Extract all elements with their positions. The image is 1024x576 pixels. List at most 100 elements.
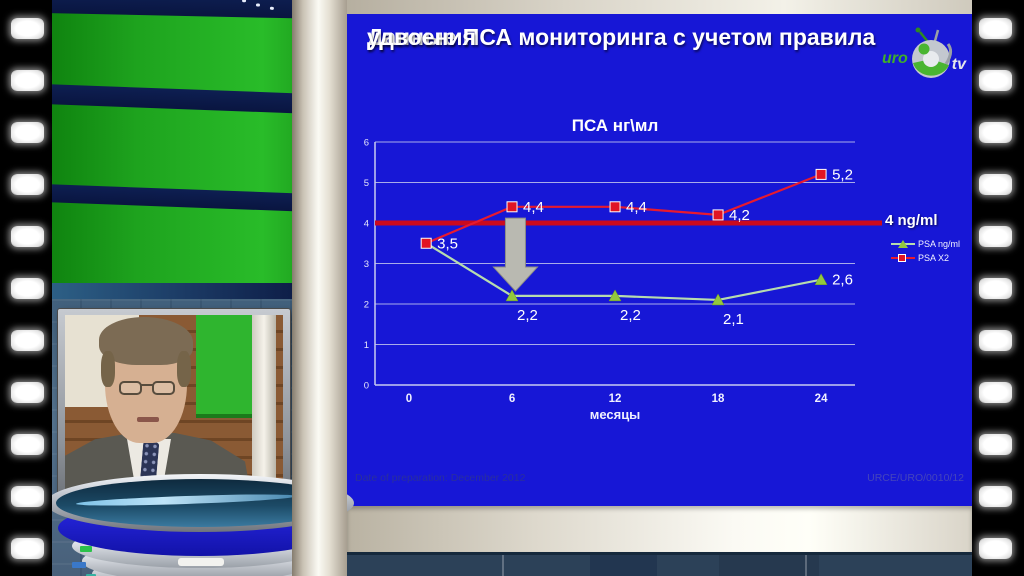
screen-edge-top <box>347 0 972 14</box>
series-line <box>425 242 822 302</box>
filmstrip-left <box>0 0 52 576</box>
speaker-video <box>65 315 283 491</box>
studio-light-dot <box>242 0 247 3</box>
data-label: 4,4 <box>523 199 544 216</box>
floor-shadow <box>719 555 819 576</box>
film-sprocket-hole <box>979 226 1012 247</box>
filmstrip-right <box>972 0 1024 576</box>
legend-item-psa: PSA ng/ml <box>891 237 969 251</box>
presentation-slide: Данные ПСА мониторинга с учетом правила … <box>347 14 972 506</box>
film-sprocket-hole <box>11 382 44 403</box>
legend-item-psa-x2: PSA X2 <box>891 251 969 265</box>
slide-footer-code: URCE/URO/0010/12 <box>867 472 964 484</box>
film-sprocket-hole <box>979 434 1012 455</box>
y-tick-label: 1 <box>364 340 369 351</box>
film-sprocket-hole <box>11 278 44 299</box>
video-pillar <box>252 315 277 491</box>
studio-column <box>292 0 347 576</box>
y-tick-label: 6 <box>364 138 369 149</box>
film-sprocket-hole <box>979 18 1012 39</box>
data-label: 2,6 <box>832 272 853 289</box>
legend-sample-red <box>891 253 915 263</box>
speaker-hair <box>177 351 191 387</box>
floor-seam <box>805 555 807 576</box>
data-label: 2,1 <box>723 311 744 328</box>
y-tick-label: 2 <box>364 300 369 311</box>
data-label: 2,2 <box>620 307 641 324</box>
triangle-marker <box>711 293 725 306</box>
data-label: 2,2 <box>517 307 538 324</box>
slide-title-line2: удвоения <box>367 24 476 50</box>
legend-label: PSA X2 <box>918 253 950 263</box>
film-sprocket-hole <box>11 18 44 39</box>
down-arrow-annotation <box>492 217 539 292</box>
floor-shadow <box>590 555 657 576</box>
film-sprocket-hole <box>979 174 1012 195</box>
studio-light-dot <box>269 6 274 10</box>
studio-green-wall <box>50 0 300 302</box>
threshold-label: 4 ng/ml <box>885 212 938 229</box>
film-sprocket-hole <box>11 330 44 351</box>
video-green-panel <box>195 315 253 418</box>
y-tick-label: 5 <box>364 178 369 189</box>
wall-stripe <box>50 184 300 213</box>
series-line <box>425 173 822 245</box>
chart-legend: PSA ng/ml PSA X2 <box>891 237 969 265</box>
x-tick-label: 18 <box>712 393 725 405</box>
legend-label: PSA ng/ml <box>918 239 961 249</box>
triangle-marker <box>608 289 622 302</box>
podium-highlight <box>178 558 224 566</box>
logo-text-uro: uro <box>882 50 908 67</box>
wall-stripe <box>50 0 300 20</box>
podium-reflection <box>80 546 92 552</box>
data-label: 4,2 <box>729 207 750 224</box>
x-axis-label: месяцы <box>590 407 641 422</box>
floor-seam <box>502 555 504 576</box>
podium-reflection <box>72 562 86 568</box>
y-tick-label: 3 <box>364 259 369 270</box>
square-marker <box>712 209 724 221</box>
x-tick-label: 0 <box>406 393 412 405</box>
triangle-marker <box>814 273 828 285</box>
film-sprocket-hole <box>11 538 44 559</box>
film-sprocket-hole <box>11 434 44 455</box>
slide-footer-date: Date of preparation: December 2012 <box>355 472 526 484</box>
square-marker <box>506 201 518 213</box>
urotv-emblem-icon <box>912 27 953 78</box>
film-sprocket-hole <box>979 122 1012 143</box>
x-tick-label: 6 <box>509 393 515 405</box>
square-marker <box>609 201 621 213</box>
film-sprocket-hole <box>11 174 44 195</box>
wall-stripe-lit <box>50 283 300 299</box>
y-tick-label: 0 <box>364 381 369 392</box>
square-marker-icon <box>898 254 906 262</box>
film-sprocket-hole <box>11 122 44 143</box>
data-label: 5,2 <box>832 166 853 183</box>
film-sprocket-hole <box>979 486 1012 507</box>
data-label: 3,5 <box>437 235 458 252</box>
film-sprocket-hole <box>11 226 44 247</box>
studio-light-dot <box>255 3 261 7</box>
legend-sample-green <box>891 239 915 249</box>
film-sprocket-hole <box>979 70 1012 91</box>
square-marker <box>420 237 432 249</box>
film-sprocket-hole <box>979 382 1012 403</box>
speaker-video-inset <box>57 308 291 502</box>
film-sprocket-hole <box>979 278 1012 299</box>
y-tick-label: 4 <box>364 219 369 230</box>
film-sprocket-hole <box>11 70 44 91</box>
data-label: 4,4 <box>626 199 647 216</box>
triangle-marker-icon <box>898 240 908 248</box>
square-marker <box>815 168 827 180</box>
studio-floor <box>347 552 972 576</box>
film-sprocket-hole <box>979 538 1012 559</box>
threshold-line <box>375 220 882 226</box>
x-tick-label: 24 <box>815 393 828 405</box>
wall-stripe <box>50 84 300 115</box>
film-sprocket-hole <box>11 486 44 507</box>
speaker-hair <box>101 351 115 387</box>
chart-title: ПСА нг\мл <box>572 116 659 135</box>
urotv-logo: uro tv <box>882 26 966 90</box>
